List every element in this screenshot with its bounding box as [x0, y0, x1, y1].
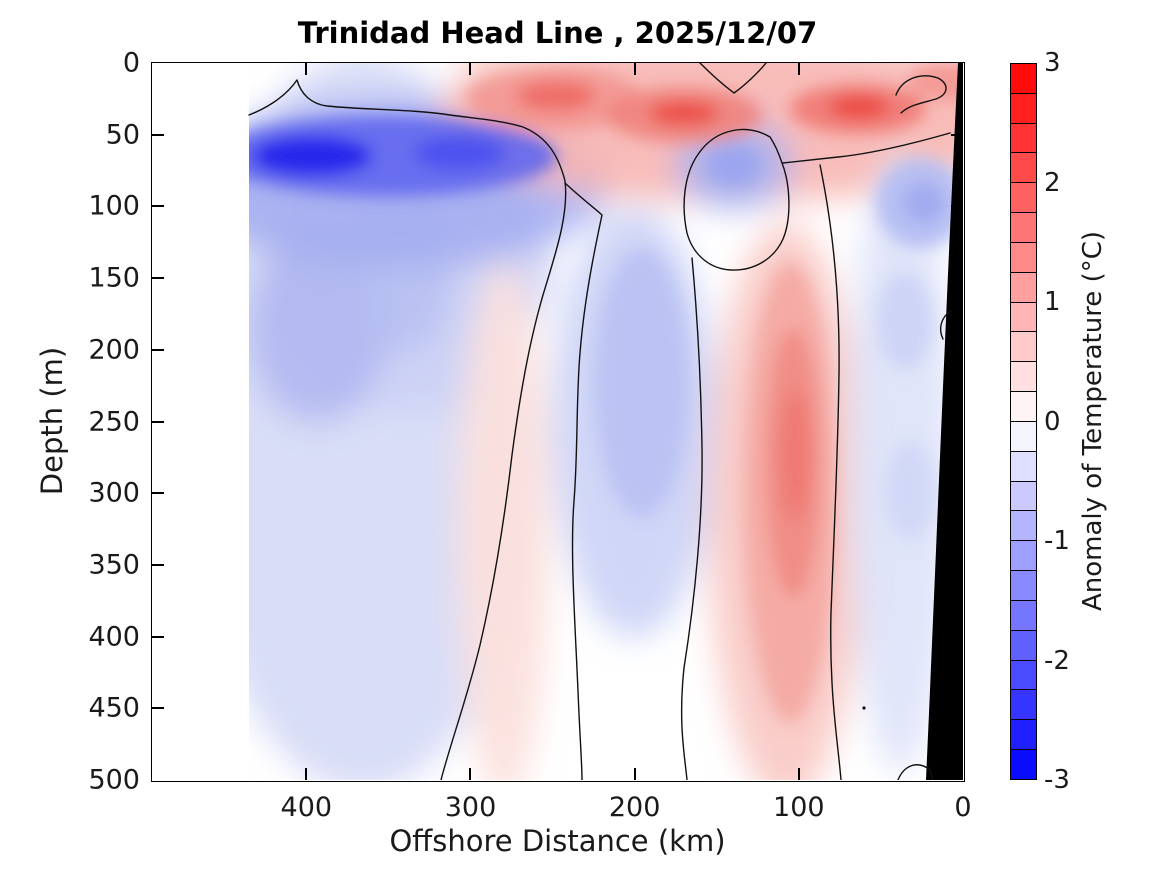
colorbar-tick-label: -2	[1044, 645, 1070, 676]
chart-title: Trinidad Head Line , 2025/12/07	[297, 16, 818, 50]
colorbar-cell	[1011, 213, 1036, 243]
colorbar-tick-label: -3	[1044, 765, 1070, 795]
tick-mark	[152, 492, 164, 495]
y-tick-label: 0	[122, 47, 140, 79]
y-tick-label: 450	[88, 692, 140, 724]
y-tick-label: 50	[105, 119, 140, 151]
tick-mark	[951, 492, 963, 495]
tick-mark	[951, 707, 963, 710]
x-axis-label: Offshore Distance (km)	[389, 824, 726, 858]
tick-mark	[469, 768, 472, 780]
tick-mark	[152, 707, 164, 710]
colorbar-tick-label: 0	[1044, 406, 1061, 437]
colorbar-label: Anomaly of Temperature (°C)	[1078, 230, 1108, 612]
colorbar-cell	[1011, 93, 1036, 124]
x-tick-label: 400	[280, 792, 333, 823]
tick-mark	[797, 768, 800, 780]
colorbar-tick-label: 3	[1044, 48, 1061, 78]
colorbar-cell	[1011, 392, 1036, 422]
tick-mark	[951, 563, 963, 566]
y-tick-label: 250	[88, 406, 140, 437]
colorbar-tick-label: 1	[1044, 287, 1061, 317]
no-data-mask	[152, 63, 249, 780]
tick-mark	[152, 348, 164, 351]
tick-mark	[152, 563, 164, 566]
colorbar-cell	[1011, 362, 1036, 393]
colorbar-cell	[1011, 123, 1036, 154]
y-tick-label: 200	[88, 334, 140, 366]
y-tick-label: 400	[88, 621, 140, 653]
colorbar-cell	[1011, 64, 1036, 94]
plot-area	[151, 62, 965, 782]
tick-mark	[951, 420, 963, 423]
colorbar-cell	[1011, 690, 1036, 721]
tick-mark	[152, 420, 164, 423]
anomaly-field-cores	[217, 63, 963, 723]
colorbar-cell	[1011, 750, 1036, 779]
colorbar-cell	[1011, 511, 1036, 542]
colorbar-cell	[1011, 451, 1036, 482]
x-tick-label: 200	[608, 792, 661, 823]
seafloor-mask	[926, 63, 963, 780]
tick-mark	[951, 277, 963, 280]
tick-mark	[469, 63, 472, 75]
colorbar-cell	[1011, 183, 1036, 214]
tick-mark	[152, 277, 164, 280]
y-tick-label: 100	[88, 190, 140, 222]
colorbar-cell	[1011, 153, 1036, 184]
x-tick-label: 100	[773, 792, 825, 823]
y-axis-label: Depth (m)	[35, 346, 69, 496]
tick-mark	[951, 133, 963, 136]
colorbar-cell	[1011, 421, 1036, 452]
tick-mark	[633, 768, 636, 780]
tick-mark	[152, 205, 164, 208]
tick-mark	[305, 63, 308, 75]
tick-mark	[951, 205, 963, 208]
colorbar	[1010, 63, 1037, 780]
tick-mark	[152, 133, 164, 136]
colorbar-cell	[1011, 660, 1036, 691]
colorbar-cell	[1011, 242, 1036, 273]
colorbar-cell	[1011, 272, 1036, 303]
colorbar-tick-label: -1	[1044, 526, 1070, 556]
colorbar-cell	[1011, 481, 1036, 512]
colorbar-cell	[1011, 541, 1036, 572]
y-tick-label: 300	[88, 477, 140, 509]
tick-mark	[305, 768, 308, 780]
colorbar-cell	[1011, 302, 1036, 333]
tick-mark	[633, 63, 636, 75]
colorbar-cell	[1011, 571, 1036, 601]
tick-mark	[797, 63, 800, 75]
tick-mark	[951, 635, 963, 638]
colorbar-tick-label: 2	[1044, 167, 1061, 198]
x-tick-label: 0	[954, 792, 972, 823]
tick-mark	[152, 635, 164, 638]
colorbar-cell	[1011, 630, 1036, 661]
y-tick-label: 350	[88, 549, 140, 581]
colorbar-cell	[1011, 332, 1036, 363]
tick-mark	[951, 348, 963, 351]
contour-field	[152, 63, 963, 780]
colorbar-cell	[1011, 720, 1036, 751]
y-tick-label: 500	[88, 764, 140, 796]
x-tick-label: 300	[444, 792, 497, 823]
y-tick-label: 150	[88, 262, 140, 294]
zero-contour-lines	[248, 63, 952, 780]
colorbar-cell	[1011, 600, 1036, 631]
